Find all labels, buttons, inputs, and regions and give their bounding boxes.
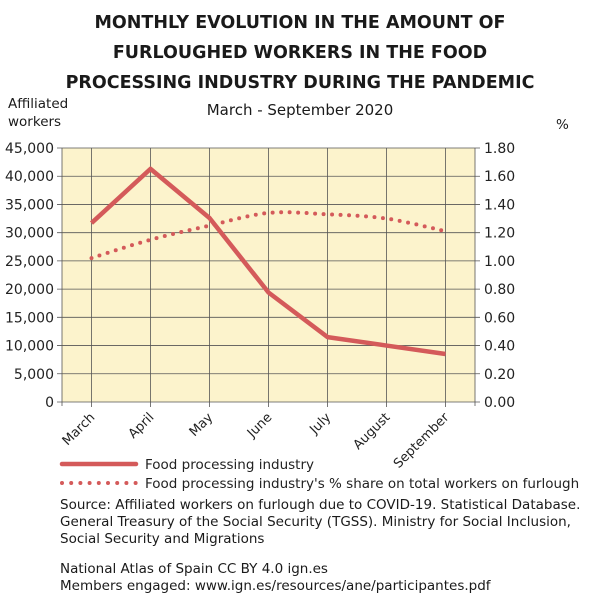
title-line: MONTHLY EVOLUTION IN THE AMOUNT OF [94, 13, 506, 33]
y2-axis-label: % [556, 117, 569, 133]
y-tick-label: 0 [45, 395, 54, 411]
legend-label: Food processing industry's % share on to… [145, 476, 579, 492]
source-line: Source: Affiliated workers on furlough d… [60, 497, 581, 513]
y2-tick-label: 1.00 [484, 254, 515, 270]
y-tick-label: 40,000 [5, 169, 54, 185]
x-tick-label: September [391, 410, 453, 472]
source-line: General Treasury of the Social Security … [60, 514, 571, 530]
chart-subtitle: March - September 2020 [206, 101, 394, 119]
chart-title: MONTHLY EVOLUTION IN THE AMOUNT OF FURLO… [0, 8, 600, 98]
x-tick-label: June [244, 410, 275, 441]
y-tick-label: 35,000 [5, 197, 54, 213]
y-tick-label: 5,000 [14, 367, 54, 383]
x-tick-label: July [306, 410, 334, 438]
y-tick-label: 25,000 [5, 254, 54, 270]
legend-label: Food processing industry [145, 457, 314, 473]
y2-tick-label: 0.40 [484, 339, 515, 355]
y2-tick-label: 0.80 [484, 282, 515, 298]
x-tick-label: March [60, 410, 99, 449]
title-line: PROCESSING INDUSTRY DURING THE PANDEMIC [65, 73, 535, 93]
y2-tick-label: 0.00 [484, 395, 515, 411]
footer-line: National Atlas of Spain CC BY 4.0 ign.es [60, 561, 328, 577]
x-tick-label: August [351, 410, 394, 453]
y-tick-label: 15,000 [5, 310, 54, 326]
y2-tick-label: 0.60 [484, 310, 515, 326]
y-axis-label: Affiliated workers [8, 96, 69, 130]
source-line: Social Security and Migrations [60, 531, 265, 547]
footer-line: Members engaged: www.ign.es/resources/an… [60, 578, 491, 594]
y2-tick-label: 0.20 [484, 367, 515, 383]
title-line: FURLOUGHED WORKERS IN THE FOOD [112, 43, 488, 63]
y2-tick-label: 1.20 [484, 226, 515, 242]
y-tick-label: 10,000 [5, 339, 54, 355]
y-tick-label: 30,000 [5, 226, 54, 242]
y-tick-label: 20,000 [5, 282, 54, 298]
x-tick-label: May [187, 410, 217, 440]
y-tick-label: 45,000 [5, 141, 54, 157]
y2-tick-label: 1.60 [484, 169, 515, 185]
x-tick-label: April [126, 410, 158, 442]
y2-tick-label: 1.40 [484, 197, 515, 213]
y2-tick-label: 1.80 [484, 141, 515, 157]
